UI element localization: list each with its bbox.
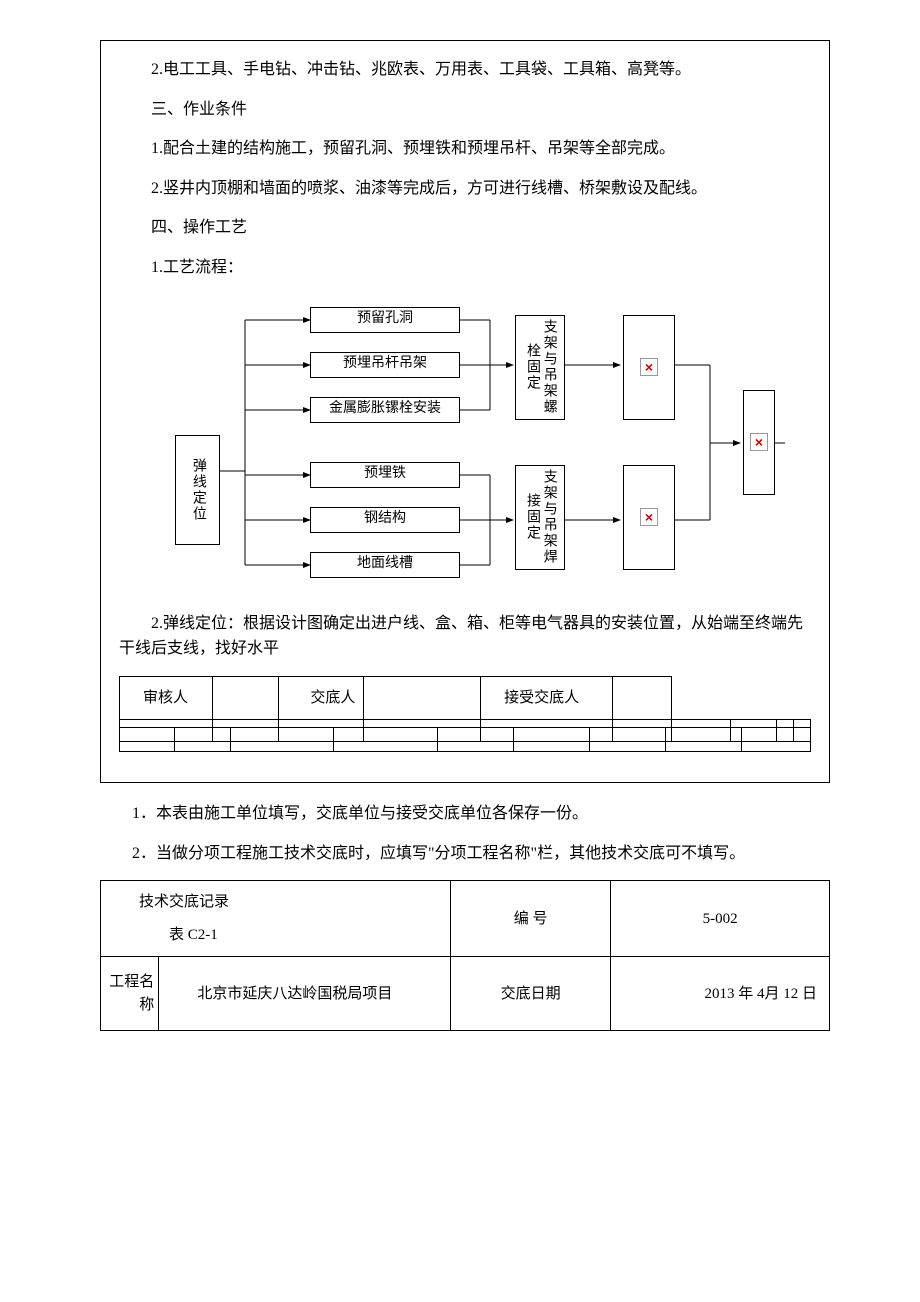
record-form-no: 表 C2-1 [109, 924, 442, 947]
process-flowchart: 弹线定位 预留孔洞 预埋吊杆吊架 金属膨胀镙栓安装 预埋铁 钢结构 地面线槽 支… [145, 295, 785, 595]
note-1: 1．本表由施工单位填写，交底单位与接受交底单位各保存一份。 [100, 801, 830, 827]
flow-box-4: 预埋铁 [310, 462, 460, 488]
flowchart-arrows [145, 295, 785, 595]
table-row: 工程名称 北京市延庆八达岭国税局项目 交底日期 2013 年 4月 12 日 [101, 957, 830, 1031]
record-number: 5-002 [611, 881, 830, 957]
flow-box-6: 地面线槽 [310, 552, 460, 578]
flow-merge-2: 支架与吊架焊接固定 [515, 465, 565, 570]
record-title: 技术交底记录 [109, 891, 442, 914]
record-project: 北京市延庆八达岭国税局项目 [159, 957, 451, 1031]
sig-reviewer-label: 审核人 [120, 676, 213, 720]
signature-table-row2 [119, 727, 811, 752]
flow-merge-1: 支架与吊架螺栓固定 [515, 315, 565, 420]
flow-placeholder-2: × [623, 465, 675, 570]
table-row: 技术交底记录 表 C2-1 编 号 5-002 [101, 881, 830, 957]
flow-merge-1-label: 支架与吊架螺栓固定 [523, 316, 557, 419]
flow-box-5: 钢结构 [310, 507, 460, 533]
flow-start-label: 弹线定位 [189, 458, 206, 522]
para-cond-2: 2.竖井内顶棚和墙面的喷浆、油漆等完成后，方可进行线槽、桥架敷设及配线。 [119, 176, 811, 202]
sig-disclosure-label: 交底人 [278, 676, 364, 720]
sig-recipient-label: 接受交底人 [481, 676, 613, 720]
flow-placeholder-3: × [743, 390, 775, 495]
flow-placeholder-1: × [623, 315, 675, 420]
flow-merge-2-label: 支架与吊架焊接固定 [523, 466, 557, 569]
record-date: 2013 年 4月 12 日 [611, 957, 830, 1031]
heading-conditions: 三、作业条件 [119, 97, 811, 123]
record-header-table: 技术交底记录 表 C2-1 编 号 5-002 工程名称 北京市延庆八达岭国税局… [100, 880, 830, 1031]
heading-process: 四、操作工艺 [119, 215, 811, 241]
broken-image-icon: × [750, 433, 768, 451]
record-number-label: 编 号 [450, 881, 610, 957]
table-row [120, 728, 811, 752]
para-cond-1: 1.配合土建的结构施工，预留孔洞、预埋铁和预埋吊杆、吊架等全部完成。 [119, 136, 811, 162]
flow-start: 弹线定位 [175, 435, 220, 545]
broken-image-icon: × [640, 508, 658, 526]
record-date-label: 交底日期 [450, 957, 610, 1031]
flow-box-3: 金属膨胀镙栓安装 [310, 397, 460, 423]
main-content-frame: 2.电工工具、手电钻、冲击钻、兆欧表、万用表、工具袋、工具箱、高凳等。 三、作业… [100, 40, 830, 783]
para-process-1: 1.工艺流程： [119, 255, 811, 281]
para-process-2: 2.弹线定位：根据设计图确定出进户线、盒、箱、柜等电气器具的安装位置，从始端至终… [119, 611, 811, 662]
note-2: 2．当做分项工程施工技术交底时，应填写"分项工程名称"栏，其他技术交底可不填写。 [100, 841, 830, 867]
table-row: 审核人 交底人 接受交底人 [120, 676, 811, 720]
record-project-label: 工程名称 [101, 957, 159, 1031]
para-tools: 2.电工工具、手电钻、冲击钻、兆欧表、万用表、工具袋、工具箱、高凳等。 [119, 57, 811, 83]
flow-box-2: 预埋吊杆吊架 [310, 352, 460, 378]
flow-box-1: 预留孔洞 [310, 307, 460, 333]
broken-image-icon: × [640, 358, 658, 376]
